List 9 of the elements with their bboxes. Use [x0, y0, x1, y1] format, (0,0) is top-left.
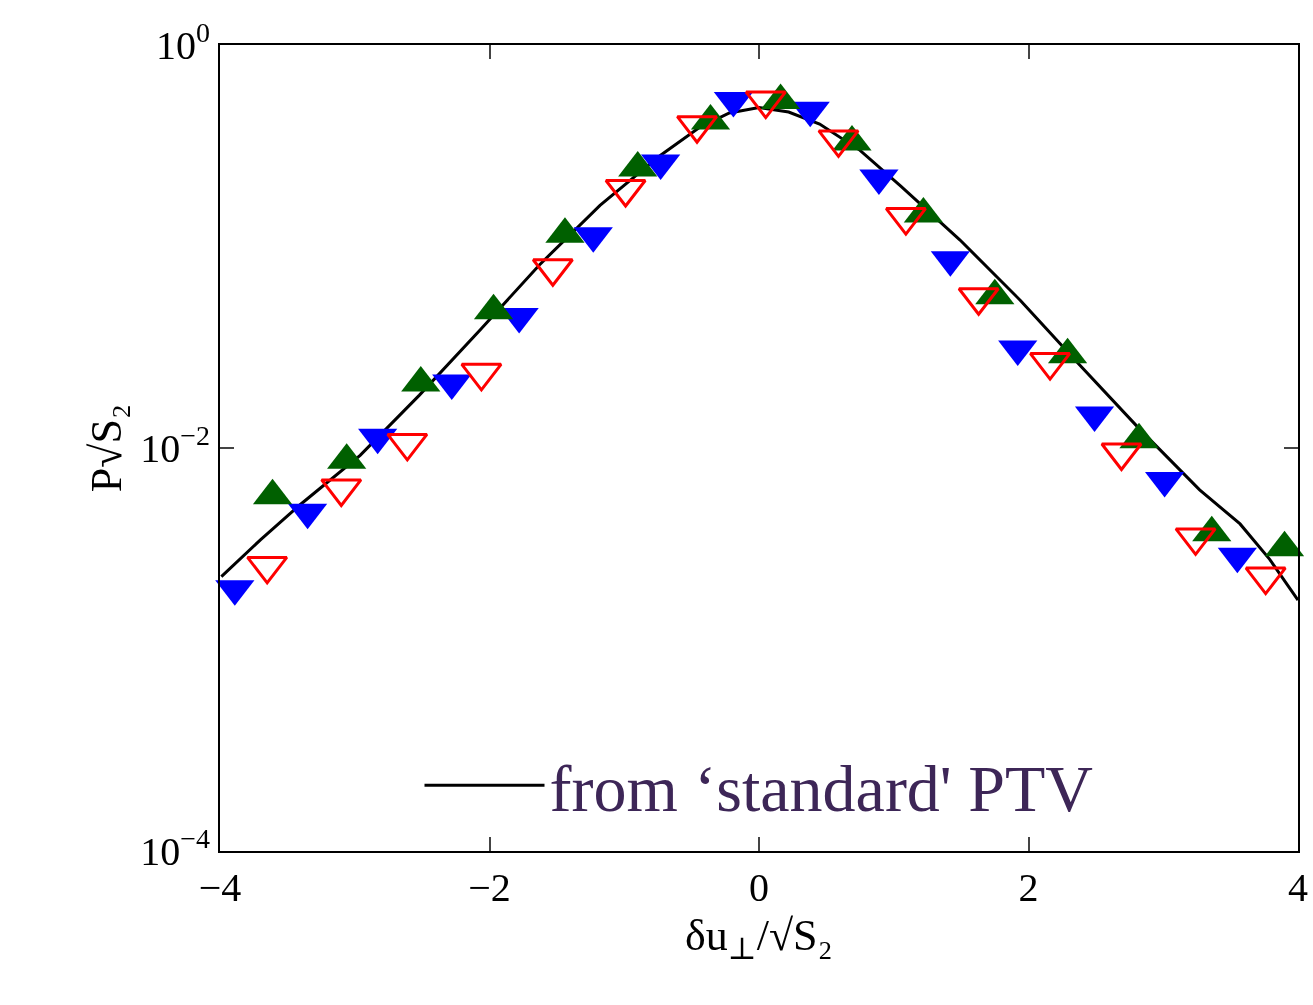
x-axis-title: δu$_{⊥}$/√S₂ — [685, 910, 833, 967]
y-axis-title: P√S₂ — [81, 403, 131, 493]
x-tick-label: −2 — [468, 865, 511, 910]
x-tick-label: 4 — [1288, 865, 1308, 910]
y-tick-label: 10$^{0}$ — [156, 17, 210, 68]
legend-label: from ‘standard' PTV — [549, 752, 1093, 826]
x-tick-label: 0 — [749, 865, 769, 910]
y-tick-label: 10$^{−2}$ — [140, 420, 210, 471]
x-tick-label: 2 — [1018, 865, 1039, 910]
